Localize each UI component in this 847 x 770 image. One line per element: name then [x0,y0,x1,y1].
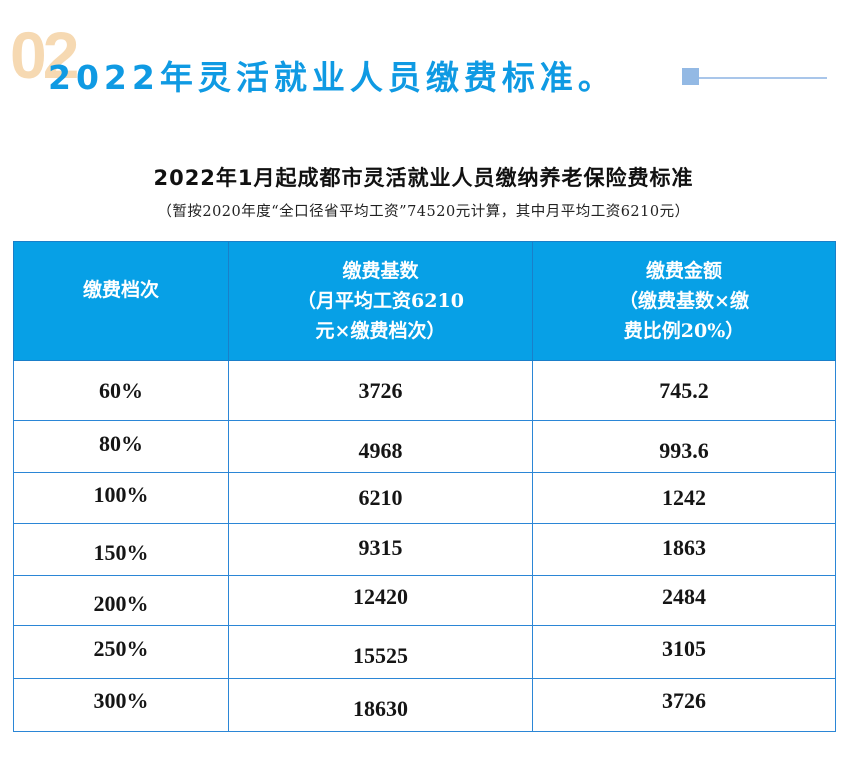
header-contribution-level: 缴费档次 [13,241,229,361]
cell-level: 200% [13,575,229,626]
header-line: （月平均工资6210 [297,290,464,312]
header-contribution-base: 缴费基数 （月平均工资6210 元×缴费档次） [228,241,533,361]
header-line: 费比例20%） [623,320,745,342]
cell-text: 6210 [358,485,403,510]
contribution-standard-table: 缴费档次 缴费基数 （月平均工资6210 元×缴费档次） 缴费金额 （缴费基数×… [13,241,836,732]
cell-text: 12420 [353,583,408,609]
cell-text: 3726 [662,688,706,713]
cell-text: 150% [93,539,149,565]
cell-amount: 3105 [532,625,836,679]
cell-amount: 2484 [532,575,836,626]
cell-text: 18630 [353,696,408,721]
cell-text: 300% [93,688,149,713]
table-row: 200% 12420 2484 [13,575,836,626]
header-line: 缴费金额 [645,260,722,282]
cell-text: 2484 [662,583,706,609]
cell-text: 9315 [358,534,403,560]
header-contribution-amount: 缴费金额 （缴费基数×缴 费比例20%） [532,241,836,361]
cell-text: 4968 [358,437,403,463]
cell-text: 15525 [353,643,408,668]
cell-level: 300% [13,678,229,732]
section-header: 02 2022年灵活就业人员缴费标准。 [0,0,847,130]
table-title: 2022年1月起成都市灵活就业人员缴纳养老保险费标准 [153,166,694,190]
decorative-divider-line [699,77,827,79]
cell-base: 12420 [228,575,533,626]
cell-text: 993.6 [659,437,709,463]
cell-level: 60% [13,360,229,421]
header-line: 缴费档次 [82,279,159,301]
table-row: 150% 9315 1863 [13,523,836,576]
cell-base: 6210 [228,472,533,524]
cell-base: 9315 [228,523,533,576]
cell-level: 150% [13,523,229,576]
cell-base: 15525 [228,625,533,679]
table-row: 80% 4968 993.6 [13,420,836,473]
table-row: 300% 18630 3726 [13,678,836,732]
section-number: 02 [10,18,79,92]
cell-text: 3105 [662,636,706,661]
cell-text: 1242 [662,485,706,510]
cell-text: 100% [93,482,149,507]
cell-text: 80% [99,430,143,456]
decorative-square-icon [682,68,699,85]
cell-amount: 993.6 [532,420,836,473]
cell-amount: 1242 [532,472,836,524]
cell-level: 80% [13,420,229,473]
cell-base: 18630 [228,678,533,732]
section-title: 2022年灵活就业人员缴费标准。 [48,58,616,97]
cell-amount: 1863 [532,523,836,576]
cell-text: 60% [99,377,143,403]
table-header-row: 缴费档次 缴费基数 （月平均工资6210 元×缴费档次） 缴费金额 （缴费基数×… [13,241,836,361]
table-row: 250% 15525 3105 [13,625,836,679]
cell-base: 4968 [228,420,533,473]
cell-level: 100% [13,472,229,524]
table-row: 100% 6210 1242 [13,472,836,524]
cell-amount: 745.2 [532,360,836,421]
cell-text: 3726 [358,377,403,403]
cell-text: 745.2 [659,377,709,403]
cell-text: 250% [93,636,149,661]
header-line: （缴费基数×缴 [619,290,749,312]
table-row: 60% 3726 745.2 [13,360,836,421]
cell-amount: 3726 [532,678,836,732]
cell-text: 1863 [662,534,706,560]
cell-level: 250% [13,625,229,679]
cell-text: 200% [93,590,149,616]
header-line: 缴费基数 [342,260,419,282]
table-subtitle: （暂按2020年度“全口径省平均工资”74520元计算，其中月平均工资6210元… [157,204,690,220]
header-line: 元×缴费档次） [315,320,446,342]
cell-base: 3726 [228,360,533,421]
